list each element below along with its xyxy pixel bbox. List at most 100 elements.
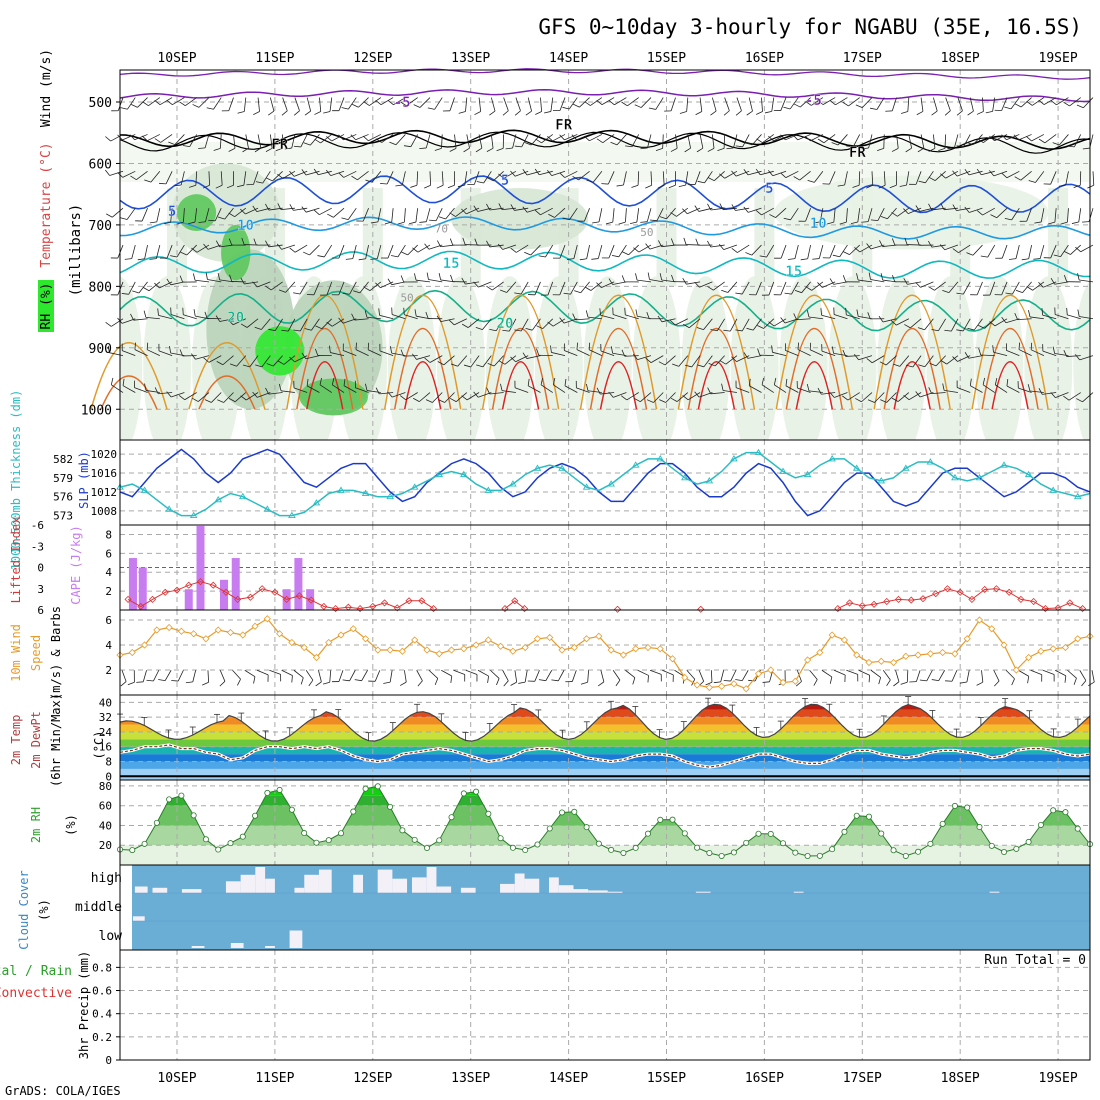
warm-isotherm — [775, 294, 854, 410]
thickness-point — [533, 464, 542, 471]
wind-barb — [112, 207, 124, 218]
wind-barb-feather — [1076, 104, 1084, 109]
wind-barb-feather — [573, 290, 581, 294]
wind-barb-feather — [757, 348, 761, 356]
rh-point — [964, 804, 971, 811]
wind10-point — [656, 645, 664, 653]
wind-barb-feather — [1014, 103, 1022, 108]
warm-isotherm — [599, 361, 638, 410]
wind-barb — [636, 208, 640, 223]
wind-barb — [747, 355, 762, 359]
wind-barb-feather — [474, 111, 481, 116]
wind-barb-feather — [278, 289, 286, 293]
thickness-point — [410, 483, 419, 490]
rh-point — [227, 840, 234, 847]
wind-barb-feather — [124, 258, 132, 260]
wind-barb-feather — [793, 313, 797, 320]
wind-barb-feather — [188, 221, 196, 225]
wind10-point — [558, 646, 566, 654]
wind-barb — [676, 392, 689, 402]
wind-barb-feather — [1025, 136, 1032, 142]
wind-barb — [647, 134, 652, 149]
wind-barb-feather — [215, 184, 223, 189]
wind-barb-feather — [397, 221, 405, 225]
wind-barb — [489, 392, 504, 395]
wind-barb-feather — [463, 364, 471, 368]
rh-point — [387, 803, 394, 810]
wind-barb-feather — [611, 254, 619, 258]
wind-barb-feather — [655, 148, 663, 151]
wind-barb — [661, 279, 676, 283]
wind-barb-feather — [705, 681, 713, 686]
thickness-point — [852, 464, 861, 471]
wind-barb — [846, 314, 860, 320]
rh-point — [571, 808, 578, 815]
isotherm-label: -5 — [805, 93, 822, 109]
lifted-index-point — [1079, 605, 1087, 613]
wind-barb-feather — [502, 110, 509, 116]
wind-barb — [377, 208, 382, 222]
wind10-point — [939, 648, 947, 657]
wind-barb — [934, 281, 946, 291]
wind-barb — [983, 134, 996, 143]
wind-barb-feather — [1004, 218, 1012, 221]
wind-barb-feather — [1026, 286, 1033, 291]
wind-barb — [994, 134, 1008, 142]
wind-barb-feather — [952, 356, 958, 362]
wind-barb — [1055, 314, 1069, 320]
wind-barb-feather — [217, 216, 225, 220]
rh-point — [730, 849, 737, 856]
wind-barb — [552, 318, 566, 327]
lifted-index-point — [295, 592, 303, 600]
wind-barb — [319, 207, 332, 216]
wind-barb — [759, 354, 774, 357]
wind-barb — [704, 171, 713, 184]
lifted-index-point — [846, 599, 854, 607]
wind-barb — [710, 392, 725, 395]
wind-barb — [1040, 208, 1045, 222]
warm-isotherm — [296, 327, 354, 410]
wind-barb — [128, 281, 136, 295]
wind-barb — [1005, 669, 1015, 680]
profile-ylabel-temperature: Temperature (°C) — [39, 142, 54, 267]
wind-barb — [886, 392, 897, 403]
wind-barb — [946, 355, 959, 365]
wind-barb-feather — [227, 319, 234, 325]
wind-barb-feather — [721, 383, 724, 391]
wind-barb-feather — [1052, 346, 1056, 354]
cape-ylabel: CAPE (J/kg) — [69, 525, 83, 604]
wind-barb-feather — [448, 319, 455, 326]
thickness-point — [435, 470, 444, 478]
wind-barb-feather — [879, 240, 883, 247]
temp-band — [120, 695, 1090, 702]
wind-barb — [951, 318, 959, 332]
wind-barb-feather — [559, 317, 565, 324]
wind-barb-feather — [240, 277, 245, 285]
temp-tick-label: 24 — [99, 726, 113, 739]
wind-barb-feather — [461, 208, 467, 215]
wind-barb — [514, 207, 529, 211]
wind-barb — [896, 318, 910, 326]
wind-barb-feather — [956, 292, 964, 295]
wind-barb — [109, 352, 124, 357]
wind-barb — [379, 350, 394, 357]
rh-point — [350, 808, 357, 815]
wind-barb-feather — [342, 679, 350, 682]
wind10-point — [816, 648, 824, 657]
wind-barb-feather — [191, 247, 198, 253]
wind-barb — [455, 392, 468, 402]
isotherm-line — [119, 88, 1091, 103]
wind-barb — [908, 392, 922, 401]
isotherm-line — [119, 68, 1091, 80]
lifted-index-point — [1066, 599, 1074, 607]
rh-point — [608, 846, 615, 853]
wind-barb — [766, 244, 775, 258]
wind-barb — [578, 170, 590, 181]
wind-barb — [623, 171, 627, 186]
wind-barb-feather — [253, 111, 260, 116]
wind-barb — [760, 170, 774, 176]
wind-barb — [198, 97, 210, 108]
wind-barb-feather — [989, 135, 995, 142]
isotherm-label: 20 — [497, 316, 514, 332]
wind-barb-feather — [900, 681, 908, 685]
